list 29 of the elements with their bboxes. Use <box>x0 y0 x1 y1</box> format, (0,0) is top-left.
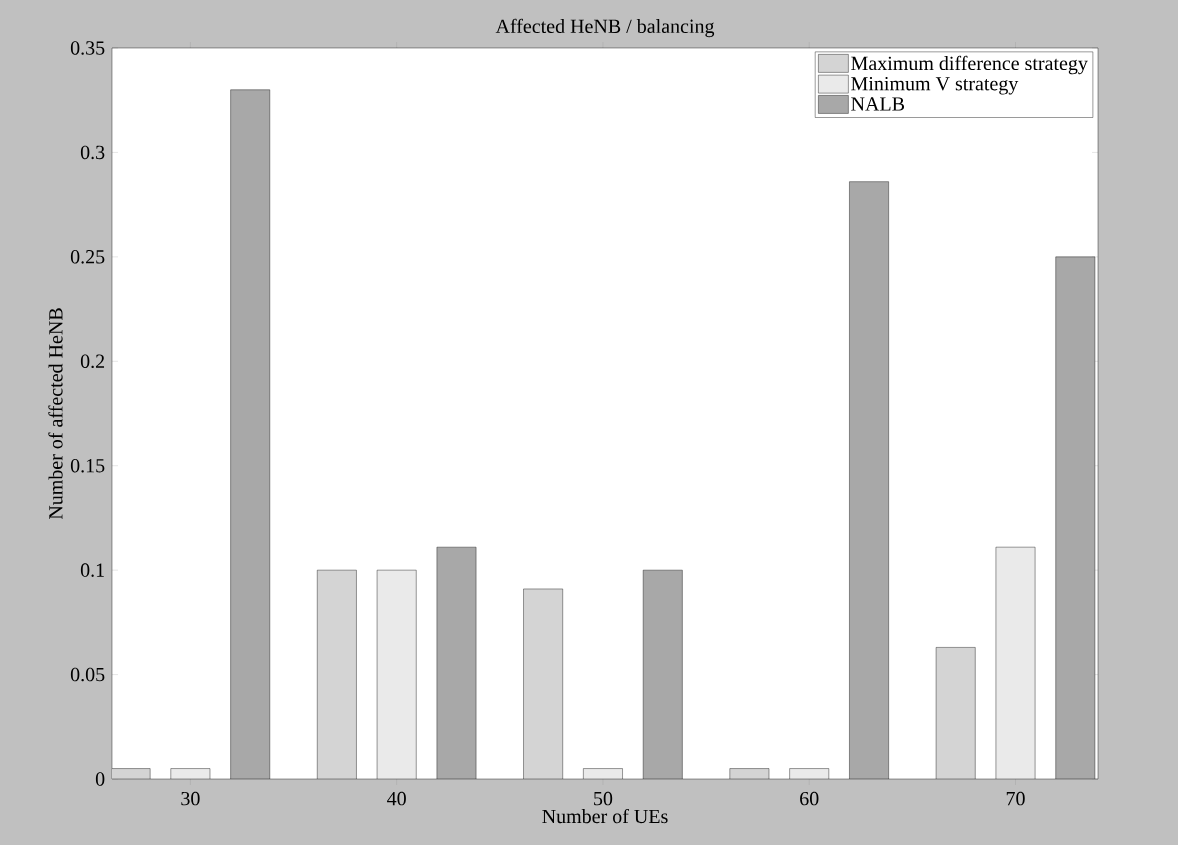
y-tick-label: 0.35 <box>70 41 105 55</box>
bar <box>436 546 477 779</box>
bar <box>523 588 563 779</box>
y-tick-label: 0.15 <box>70 458 105 473</box>
bar <box>1055 256 1096 779</box>
y-tick-label: 0.3 <box>80 145 105 160</box>
bar <box>230 89 270 779</box>
legend-label: NALB <box>851 97 905 111</box>
y-tick-label: 0.05 <box>70 667 105 682</box>
y-tick-label: 0.2 <box>80 354 105 369</box>
y-tick-label: 0.25 <box>70 250 105 264</box>
x-tick-label: 70 <box>1006 791 1025 806</box>
y-tick-label: 0.1 <box>80 563 104 577</box>
bar <box>376 569 417 779</box>
legend-label: Maximum difference strategy <box>851 55 1088 75</box>
bar <box>849 181 889 779</box>
x-tick-label: 60 <box>800 791 819 806</box>
bar <box>995 546 1036 779</box>
bar <box>935 647 976 779</box>
x-tick-label: 40 <box>387 791 406 806</box>
x-tick-label: 50 <box>594 791 613 806</box>
x-tick-label: 30 <box>181 791 200 806</box>
x-axis-title: Number of UEs <box>542 808 668 824</box>
y-axis-title: Number of affected HeNB <box>48 308 63 520</box>
bar <box>642 569 683 779</box>
bar <box>317 569 357 779</box>
legend-label: Minimum V strategy <box>851 76 1019 95</box>
chart-title: Affected HeNB / balancing <box>495 18 715 38</box>
y-tick-label: 0 <box>95 772 105 786</box>
